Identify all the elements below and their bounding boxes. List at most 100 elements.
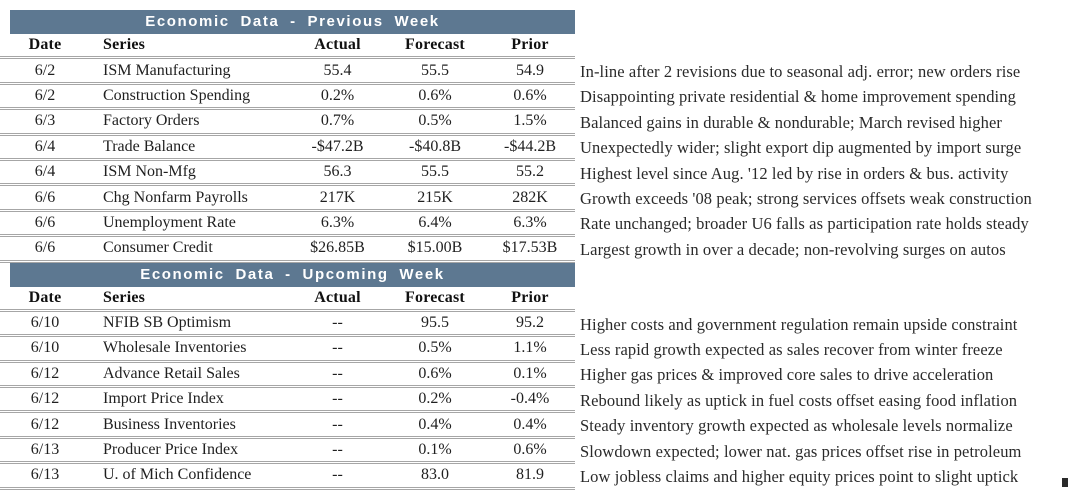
series-cell: Trade Balance [103, 137, 196, 155]
note-text: Growth exceeds '08 peak; strong services… [580, 189, 1032, 209]
forecast-cell: 0.5% [418, 112, 452, 130]
header-cells: Date Series Actual Forecast Prior [0, 34, 575, 60]
actual-cell: 6.3% [320, 213, 355, 231]
table-row: 6/4 ISM Non-Mfg 56.3 55.5 55.2 Highest l… [0, 161, 1076, 187]
date-cell: 6/12 [30, 415, 60, 433]
row-cells: 6/12 Import Price Index -- 0.2% -0.4% [0, 388, 575, 414]
row-cells: 6/13 U. of Mich Confidence -- 83.0 81.9 [0, 464, 575, 490]
series-cell: Business Inventories [103, 415, 236, 433]
date-cell: 6/12 [30, 390, 60, 408]
previous-week-title-bar: Economic Data - Previous Week [10, 10, 575, 34]
forecast-cell: 83.0 [421, 466, 449, 484]
prior-cell: 0.6% [513, 441, 547, 459]
table-row: 6/13 Producer Price Index -- 0.1% 0.6% S… [0, 439, 1076, 465]
upcoming-week-table: Economic Data - Upcoming Week Date Serie… [0, 262, 1076, 490]
series-cell: Import Price Index [103, 390, 224, 408]
note-text: Low jobless claims and higher equity pri… [580, 466, 1019, 486]
forecast-column-header: Forecast [405, 36, 465, 54]
note-text: Largest growth in over a decade; non-rev… [580, 239, 1006, 259]
row-cells: 6/13 Producer Price Index -- 0.1% 0.6% [0, 439, 575, 465]
table-row: 6/13 U. of Mich Confidence -- 83.0 81.9 … [0, 464, 1076, 490]
header-cells: Date Series Actual Forecast Prior [0, 287, 575, 312]
table-title: Economic Data - Upcoming Week [140, 265, 445, 283]
date-cell: 6/13 [30, 441, 60, 459]
series-cell: Consumer Credit [103, 239, 213, 257]
previous-week-rows: 6/2 ISM Manufacturing 55.4 55.5 54.9 In-… [0, 59, 1076, 263]
row-cells: 6/10 NFIB SB Optimism -- 95.5 95.2 [0, 312, 575, 338]
table-row: 6/10 Wholesale Inventories -- 0.5% 1.1% … [0, 337, 1076, 363]
prior-cell: 54.9 [516, 61, 544, 79]
date-column-header: Date [28, 288, 62, 306]
date-cell: 6/10 [30, 314, 60, 332]
actual-cell: -- [332, 441, 343, 459]
prior-cell: 6.3% [513, 213, 547, 231]
forecast-cell: 0.5% [418, 339, 452, 357]
table-row: 6/6 Consumer Credit $26.85B $15.00B $17.… [0, 237, 1076, 263]
date-cell: 6/4 [34, 137, 56, 155]
row-cells: 6/12 Advance Retail Sales -- 0.6% 0.1% [0, 363, 575, 389]
forecast-cell: 55.5 [421, 61, 449, 79]
forecast-cell: 0.2% [418, 390, 452, 408]
date-cell: 6/13 [30, 466, 60, 484]
forecast-cell: 55.5 [421, 163, 449, 181]
row-cells: 6/2 Construction Spending 0.2% 0.6% 0.6% [0, 85, 575, 111]
forecast-cell: 0.6% [418, 364, 452, 382]
series-cell: Unemployment Rate [103, 213, 236, 231]
actual-cell: -$47.2B [311, 137, 364, 155]
prior-cell: $17.53B [502, 239, 558, 257]
date-cell: 6/4 [34, 163, 56, 181]
series-cell: Wholesale Inventories [103, 339, 247, 357]
prior-cell: 1.1% [513, 339, 547, 357]
forecast-cell: 215K [417, 188, 453, 206]
prior-cell: 0.4% [513, 415, 547, 433]
table-row: 6/6 Unemployment Rate 6.3% 6.4% 6.3% Rat… [0, 212, 1076, 238]
table-row: 6/4 Trade Balance -$47.2B -$40.8B -$44.2… [0, 136, 1076, 161]
series-cell: Factory Orders [103, 112, 200, 130]
date-column-header: Date [28, 36, 62, 54]
prior-cell: 55.2 [516, 163, 544, 181]
forecast-cell: 0.6% [418, 86, 452, 104]
prior-cell: 81.9 [516, 466, 544, 484]
prior-column-header: Prior [511, 36, 549, 54]
table-row: 6/2 ISM Manufacturing 55.4 55.5 54.9 In-… [0, 59, 1076, 85]
table-row: 6/12 Import Price Index -- 0.2% -0.4% Re… [0, 388, 1076, 414]
row-cells: 6/4 ISM Non-Mfg 56.3 55.5 55.2 [0, 161, 575, 187]
forecast-cell: 0.4% [418, 415, 452, 433]
table-title: Economic Data - Previous Week [145, 13, 440, 30]
series-cell: Chg Nonfarm Payrolls [103, 188, 248, 206]
note-text: Steady inventory growth expected as whol… [580, 416, 1013, 436]
series-cell: U. of Mich Confidence [103, 466, 252, 484]
note-text: In-line after 2 revisions due to seasona… [580, 62, 1021, 82]
actual-cell: 217K [319, 188, 356, 206]
prior-cell: 282K [512, 188, 548, 206]
forecast-cell: 95.5 [421, 314, 449, 332]
table-row: 6/6 Chg Nonfarm Payrolls 217K 215K 282K … [0, 186, 1076, 212]
actual-cell: $26.85B [310, 239, 365, 257]
note-text: Unexpectedly wider; slight export dip au… [580, 138, 1022, 158]
actual-cell: -- [332, 466, 343, 484]
actual-cell: 55.4 [323, 61, 352, 79]
forecast-cell: 6.4% [418, 213, 452, 231]
actual-cell: -- [332, 339, 343, 357]
series-column-header: Series [103, 36, 146, 54]
note-text: Rate unchanged; broader U6 falls as part… [580, 214, 1029, 234]
date-cell: 6/6 [34, 239, 56, 257]
actual-cell: 0.2% [320, 86, 355, 104]
date-cell: 6/2 [34, 86, 56, 104]
row-cells: 6/10 Wholesale Inventories -- 0.5% 1.1% [0, 337, 575, 363]
table-row: 6/2 Construction Spending 0.2% 0.6% 0.6%… [0, 85, 1076, 111]
note-text: Rebound likely as uptick in fuel costs o… [580, 390, 1018, 410]
series-column-header: Series [103, 288, 146, 306]
note-text: Balanced gains in durable & nondurable; … [580, 112, 1003, 132]
date-cell: 6/6 [34, 213, 56, 231]
row-cells: 6/6 Consumer Credit $26.85B $15.00B $17.… [0, 237, 575, 263]
series-cell: Construction Spending [103, 86, 251, 104]
row-cells: 6/2 ISM Manufacturing 55.4 55.5 54.9 [0, 59, 575, 85]
series-cell: Producer Price Index [103, 441, 239, 459]
table-row: 6/12 Advance Retail Sales -- 0.6% 0.1% H… [0, 363, 1076, 389]
series-cell: Advance Retail Sales [103, 364, 240, 382]
prior-cell: -$44.2B [504, 137, 556, 155]
note-text: Highest level since Aug. '12 led by rise… [580, 163, 1009, 183]
date-cell: 6/2 [34, 61, 56, 79]
upcoming-week-title-bar: Economic Data - Upcoming Week [10, 262, 575, 287]
